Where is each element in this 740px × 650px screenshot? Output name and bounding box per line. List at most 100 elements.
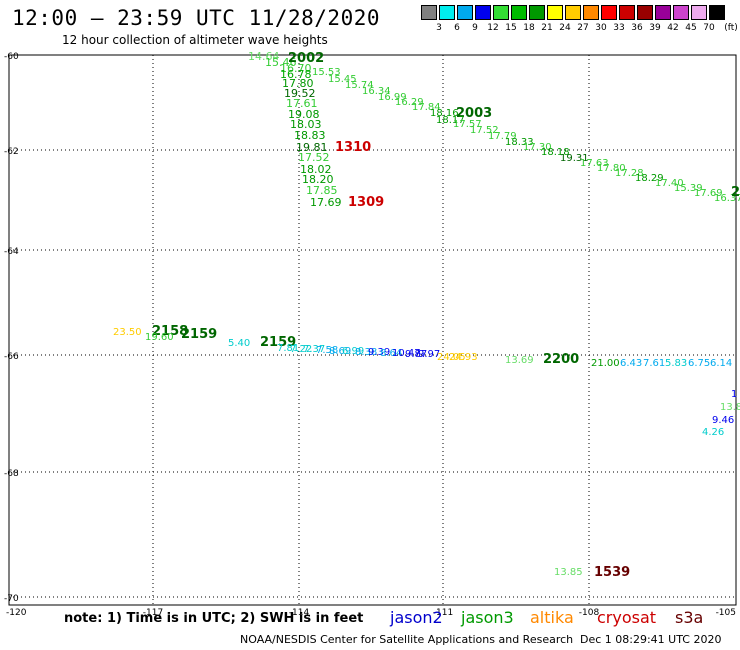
swh-value: 17.63: [580, 158, 609, 169]
track-time-label: 2159: [181, 327, 217, 342]
swh-value: 9.97: [418, 349, 440, 360]
swh-value: 7.58: [316, 345, 338, 356]
swh-value: 24.93: [449, 352, 478, 363]
swh-value: 7.22: [290, 344, 312, 355]
satellite-jason2: jason2: [390, 608, 443, 627]
swh-value: 18.33: [505, 137, 534, 148]
swh-value: 18.16: [430, 108, 459, 119]
legend-label: 15: [505, 23, 517, 33]
track-time-label: 2200: [543, 352, 579, 367]
legend-label: 21: [541, 23, 553, 33]
legend-label: 18: [523, 23, 535, 33]
swh-value: 18.18: [541, 147, 570, 158]
swh-value: 17.28: [615, 168, 644, 179]
swh-value: 16.70: [280, 62, 312, 75]
swh-value: 1: [731, 389, 737, 400]
swh-value: 6.14: [710, 358, 732, 369]
swh-value: 17.84: [412, 102, 441, 113]
legend-swatch: [529, 5, 545, 20]
swh-value: 16.99: [378, 92, 407, 103]
swh-value: 10.47: [392, 348, 421, 359]
legend-swatch: [547, 5, 563, 20]
x-tick-label: -108: [579, 608, 600, 618]
legend-swatch: [457, 5, 473, 20]
legend-label: 33: [613, 23, 625, 33]
track-time-label: 2158: [152, 324, 188, 339]
satellite-s3a: s3a: [675, 608, 704, 627]
swh-value: 19.52: [284, 87, 316, 100]
swh-value: 15.39: [674, 183, 703, 194]
swh-value: 9.46: [712, 415, 734, 426]
swh-value: 17.80: [597, 163, 626, 174]
swh-value: 4.26: [702, 427, 724, 438]
swh-value: 14.64: [248, 50, 280, 63]
swh-value: 18.02: [300, 163, 332, 176]
legend-label: 70: [703, 23, 715, 33]
swh-value: 13.8: [720, 402, 740, 413]
swh-value: 15.53: [312, 67, 341, 78]
swh-value: 13.69: [505, 355, 534, 366]
y-tick-label: -60: [4, 52, 19, 62]
x-tick-label: -111: [433, 608, 453, 618]
swh-value: 16.29: [395, 97, 424, 108]
x-tick-label: -114: [289, 608, 310, 618]
page-title: 12:00 — 23:59 UTC 11/28/2020: [12, 6, 381, 30]
swh-value: 17.69: [694, 188, 723, 199]
legend-label: 39: [649, 23, 661, 33]
legend-label: 45: [685, 23, 697, 33]
swh-value: 6.75: [688, 358, 710, 369]
legend-swatch: [475, 5, 491, 20]
legend-swatch: [565, 5, 581, 20]
swh-value: 17.61: [286, 97, 318, 110]
legend-swatch: [601, 5, 617, 20]
swh-value: 8.64: [380, 348, 402, 359]
swh-value: 15.45: [328, 74, 357, 85]
swh-value: 15.46: [265, 56, 297, 69]
swh-value: 16.37: [714, 193, 740, 204]
swh-value: 21.00: [591, 358, 620, 369]
swh-value: 17.85: [306, 184, 338, 197]
swh-value: 17.57: [453, 119, 482, 130]
legend-label: 42: [667, 23, 679, 33]
legend-label: 3: [436, 23, 442, 33]
swh-value: 6.99: [342, 346, 364, 357]
legend-label: 36: [631, 23, 643, 33]
legend-label: 30: [595, 23, 607, 33]
map-frame: [8, 54, 737, 606]
legend-swatch: [637, 5, 653, 20]
track-time-label: 2: [731, 185, 740, 200]
timestamp-text: Dec 1 08:29:41 UTC 2020: [580, 633, 722, 646]
swh-value: 16.78: [280, 68, 312, 81]
legend-label: 9: [472, 23, 478, 33]
credit-text: NOAA/NESDIS Center for Satellite Applica…: [240, 633, 574, 646]
swh-value: 13.85: [554, 567, 583, 578]
swh-value: 8.38: [355, 347, 377, 358]
swh-value: 15.74: [345, 80, 374, 91]
swh-value: 17.40: [655, 178, 684, 189]
legend-swatch: [655, 5, 671, 20]
page-subtitle: 12 hour collection of altimeter wave hei…: [62, 33, 328, 47]
legend-swatch: [493, 5, 509, 20]
swh-value: 24.05: [437, 352, 466, 363]
satellite-altika: altika: [530, 608, 574, 627]
y-tick-label: -68: [4, 469, 19, 479]
legend-swatch: [691, 5, 707, 20]
legend-label: 27: [577, 23, 589, 33]
legend-swatch: [673, 5, 689, 20]
y-tick-label: -70: [4, 594, 19, 604]
swh-value: 18.83: [294, 129, 326, 142]
legend-label: 12: [487, 23, 499, 33]
legend-label: 24: [559, 23, 571, 33]
track-time-label: 2003: [456, 106, 492, 121]
x-tick-label: -105: [716, 608, 736, 618]
legend-swatch: [511, 5, 527, 20]
y-tick-label: -62: [4, 147, 19, 157]
track-time-label: 1310: [335, 140, 371, 155]
swh-value: 5.40: [228, 338, 250, 349]
track-time-label: 1539: [594, 565, 630, 580]
swh-value: 9.87: [405, 349, 427, 360]
legend-swatch: [619, 5, 635, 20]
swh-value: 18.17: [436, 115, 465, 126]
swh-value: 23.50: [113, 327, 142, 338]
